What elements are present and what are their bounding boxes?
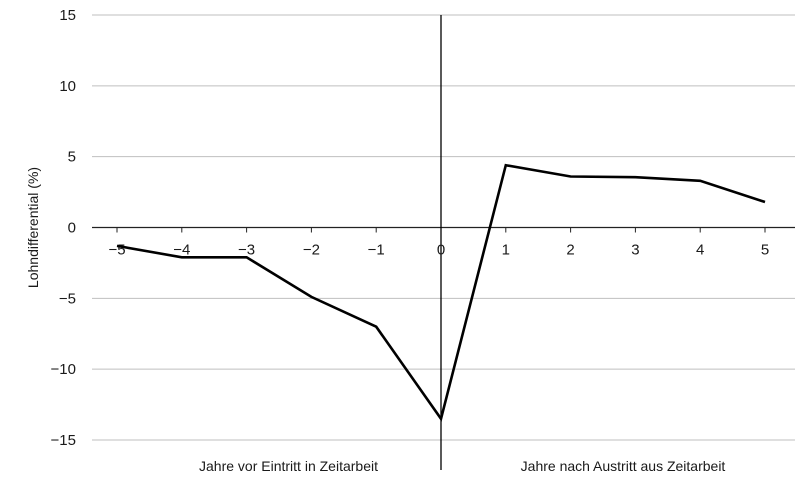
y-tick-label: 5 <box>68 149 76 166</box>
y-tick-labels: 15 10 5 0 −5 −10 −15 <box>51 7 76 449</box>
x-tick-label: −3 <box>238 242 255 259</box>
x-tick-label: −2 <box>303 242 320 259</box>
y-tick-label: −5 <box>59 290 76 307</box>
x-tick-label: 2 <box>566 242 574 259</box>
y-tick-label: −15 <box>51 432 76 449</box>
section-label-after: Jahre nach Austritt aus Zeitarbeit <box>521 458 726 474</box>
y-tick-label: 0 <box>68 220 76 237</box>
y-tick-label: 10 <box>59 78 76 95</box>
x-tick-label: 3 <box>631 242 639 259</box>
y-axis-label: Lohndifferential (%) <box>25 167 41 288</box>
x-tick-label: 5 <box>761 242 769 259</box>
y-tick-label: 15 <box>59 7 76 24</box>
x-tick-label: 4 <box>696 242 704 259</box>
x-tick-label: −5 <box>108 242 125 259</box>
grid-lines <box>92 14 795 441</box>
x-tick-label: −1 <box>368 242 385 259</box>
section-label-before: Jahre vor Eintritt in Zeitarbeit <box>199 458 378 474</box>
series-line <box>116 163 766 422</box>
x-tick-label: −4 <box>173 242 190 259</box>
x-tick-label: 0 <box>437 242 445 259</box>
x-tick-label: 1 <box>502 242 510 259</box>
y-tick-label: −10 <box>51 361 76 378</box>
x-tick-labels: −5 −4 −3 −2 −1 0 1 2 3 4 5 <box>108 242 769 259</box>
